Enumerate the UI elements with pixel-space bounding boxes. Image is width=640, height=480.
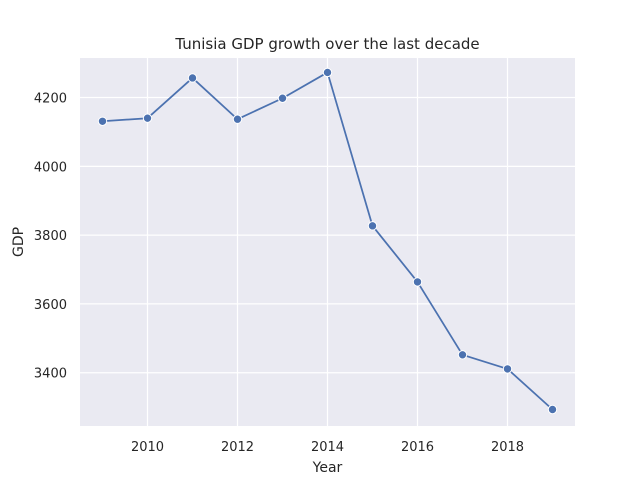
series-group [97, 67, 558, 415]
x-tick-labels: 2010 2012 2014 2016 2018 [131, 440, 524, 455]
data-point [187, 73, 198, 83]
data-point [322, 67, 333, 78]
y-tick-label: 3400 [34, 367, 67, 382]
x-tick-label: 2016 [401, 440, 434, 455]
data-point [547, 404, 558, 415]
y-axis-label: GDP [11, 227, 27, 257]
x-tick-label: 2010 [131, 440, 164, 455]
data-point [232, 114, 243, 124]
data-point [457, 350, 468, 360]
data-point [412, 277, 423, 287]
x-tick-label: 2012 [221, 440, 254, 455]
data-point [97, 116, 108, 126]
y-tick-label: 4200 [34, 92, 67, 107]
y-tick-label: 3800 [34, 229, 67, 244]
y-tick-label: 3600 [34, 298, 67, 313]
y-tick-label: 4000 [34, 160, 67, 175]
data-point [367, 221, 378, 231]
data-point [142, 113, 153, 123]
chart-title: Tunisia GDP growth over the last decade [174, 35, 479, 53]
x-axis-label: Year [312, 460, 343, 476]
y-tick-labels: 3400 3600 3800 4000 4200 [34, 92, 67, 382]
grid [80, 58, 575, 426]
data-point [277, 93, 288, 103]
x-tick-label: 2014 [311, 440, 344, 455]
x-tick-label: 2018 [491, 440, 524, 455]
data-point [502, 364, 513, 374]
